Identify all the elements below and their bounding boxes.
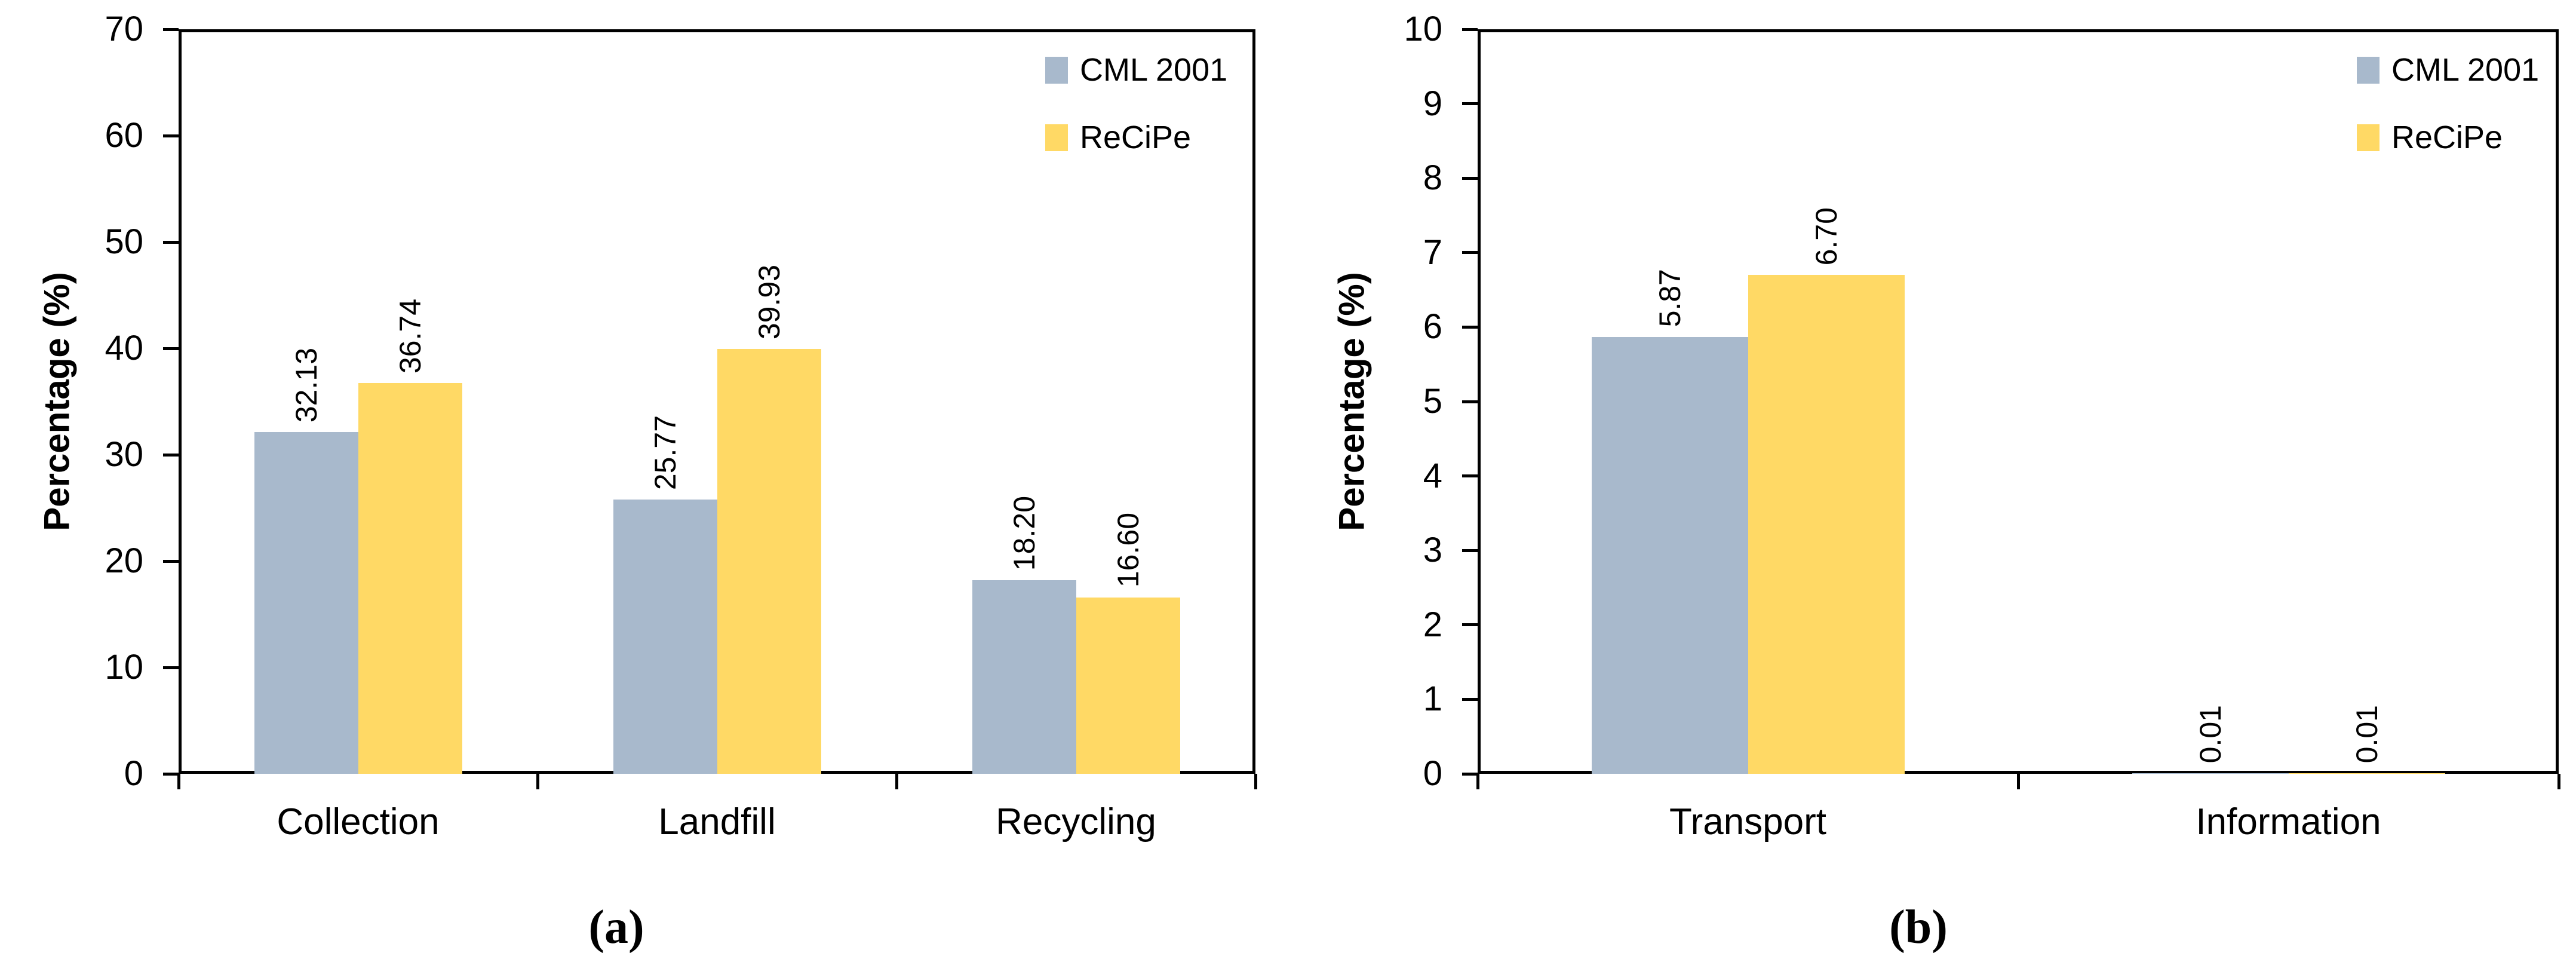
y-axis-tick <box>1462 474 1478 478</box>
y-axis-tick <box>163 134 179 137</box>
y-axis-tick <box>163 559 179 563</box>
category-label: Collection <box>277 801 440 843</box>
category-label: Landfill <box>658 801 776 843</box>
y-axis-tick-label: 0 <box>1423 754 1442 793</box>
x-axis-tick <box>2557 774 2560 789</box>
y-axis-tick <box>163 666 179 669</box>
value-label: 39.93 <box>752 265 786 340</box>
x-axis-tick <box>2016 774 2020 789</box>
legend-item: ReCiPe <box>1045 121 1191 154</box>
value-label: 18.20 <box>1007 495 1041 571</box>
value-label: 36.74 <box>393 298 427 374</box>
category-label: Transport <box>1669 801 1827 843</box>
value-label: 32.13 <box>289 347 323 423</box>
legend-swatch <box>1045 124 1068 151</box>
bar-cml-2001 <box>254 432 358 774</box>
bar-cml-2001 <box>613 500 717 774</box>
y-axis-tick <box>163 240 179 244</box>
legend-item: ReCiPe <box>2357 121 2503 154</box>
y-axis-tick <box>1462 623 1478 627</box>
legend-swatch <box>2357 124 2380 151</box>
bar-cml-2001 <box>1591 336 1748 774</box>
y-axis-tick-label: 6 <box>1423 307 1442 347</box>
value-label: 16.60 <box>1111 513 1145 588</box>
y-axis-tick-label: 2 <box>1423 605 1442 644</box>
y-axis-tick-label: 3 <box>1423 531 1442 570</box>
x-axis-tick <box>895 774 898 789</box>
value-label: 0.01 <box>2350 705 2384 764</box>
y-axis-tick-label: 20 <box>105 541 143 580</box>
x-axis-tick <box>1476 774 1479 789</box>
legend-item: CML 2001 <box>1045 54 1227 86</box>
bar-recipe <box>2288 773 2445 774</box>
y-axis-tick <box>1462 549 1478 552</box>
x-axis-tick <box>1254 774 1257 789</box>
y-axis-tick-label: 70 <box>105 10 143 48</box>
panel-caption: (a) <box>588 901 644 954</box>
category-label: Information <box>2196 801 2381 843</box>
legend-label: CML 2001 <box>1080 52 1228 88</box>
y-axis-tick <box>1462 27 1478 31</box>
y-axis-tick-label: 8 <box>1423 158 1442 198</box>
legend-label: ReCiPe <box>1080 120 1192 155</box>
y-axis-tick-label: 10 <box>105 648 143 687</box>
bar-cml-2001 <box>972 580 1076 774</box>
x-axis-tick <box>536 774 539 789</box>
bar-cml-2001 <box>2132 773 2289 774</box>
y-axis-tick <box>163 453 179 457</box>
legend-label: CML 2001 <box>2391 52 2540 88</box>
panel-caption: (b) <box>1889 901 1948 954</box>
value-label: 0.01 <box>2193 705 2227 764</box>
bar-recipe <box>1076 597 1180 774</box>
bar-recipe <box>717 349 821 774</box>
y-axis-tick-label: 4 <box>1423 456 1442 495</box>
y-axis-tick-label: 40 <box>105 329 143 367</box>
y-axis-tick <box>163 27 179 31</box>
y-axis-tick-label: 1 <box>1423 679 1442 719</box>
y-axis-tick <box>163 347 179 350</box>
y-axis-tick-label: 50 <box>105 222 143 261</box>
y-axis-tick <box>1462 251 1478 255</box>
y-axis-tick <box>1462 102 1478 106</box>
legend-item: CML 2001 <box>2357 54 2539 86</box>
y-axis-tick <box>163 772 179 776</box>
y-axis-tick <box>1462 697 1478 701</box>
bar-recipe <box>1748 275 1905 774</box>
x-axis-tick <box>177 774 180 789</box>
y-axis-tick-label: 5 <box>1423 382 1442 421</box>
legend-swatch <box>1045 56 1068 84</box>
bar-recipe <box>358 383 462 774</box>
y-axis-tick <box>1462 176 1478 180</box>
legend-swatch <box>2357 56 2380 84</box>
category-label: Recycling <box>996 801 1156 843</box>
y-axis-tick <box>1462 400 1478 403</box>
y-axis-tick <box>1462 772 1478 776</box>
y-axis-tick <box>1462 325 1478 329</box>
y-axis-tick-label: 0 <box>124 754 143 793</box>
value-label: 6.70 <box>1809 207 1843 266</box>
legend-label: ReCiPe <box>2391 120 2503 155</box>
y-axis-tick-label: 30 <box>105 435 143 474</box>
value-label: 5.87 <box>1653 269 1687 327</box>
y-axis-tick-label: 9 <box>1423 84 1442 123</box>
value-label: 25.77 <box>648 415 682 491</box>
y-axis-tick-label: 7 <box>1423 232 1442 272</box>
y-axis-tick-label: 10 <box>1404 10 1442 48</box>
y-axis-title: Percentage (%) <box>36 272 77 531</box>
y-axis-tick-label: 60 <box>105 116 143 155</box>
